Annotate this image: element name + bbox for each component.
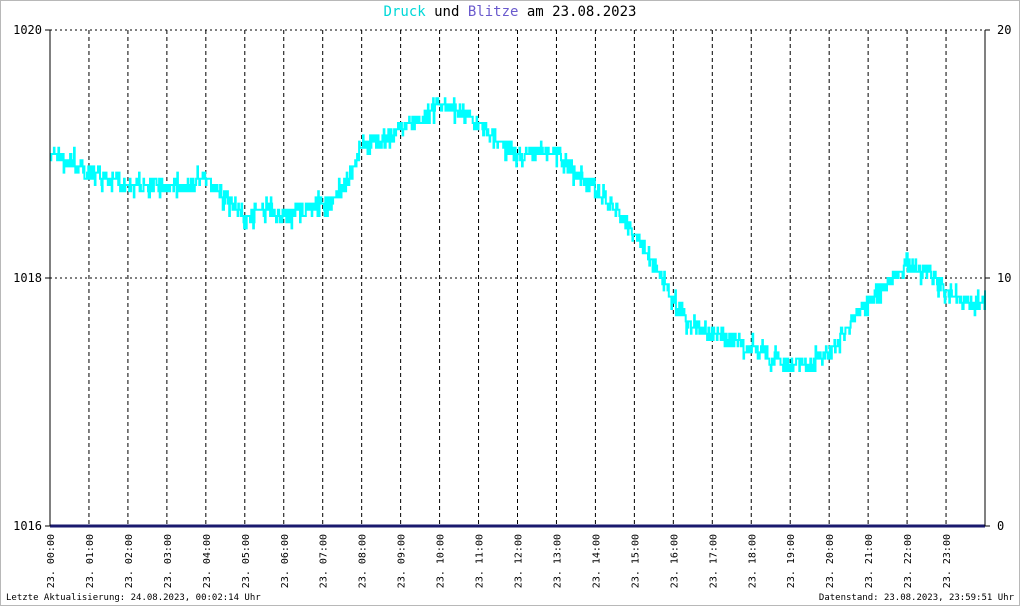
- title-blitze: Blitze: [467, 4, 519, 20]
- x-tick-label: 23. 02:00: [124, 534, 135, 588]
- x-tick-label: 23. 20:00: [825, 534, 836, 588]
- x-tick-label: 23. 13:00: [552, 534, 563, 588]
- x-tick-label: 23. 03:00: [163, 534, 174, 588]
- x-tick-label: 23. 00:00: [46, 534, 57, 588]
- y2-tick-label: 20: [997, 23, 1011, 37]
- data-status-text: Datenstand: 23.08.2023, 23:59:51 Uhr: [818, 593, 1014, 603]
- tick-label-layer: 23. 00:00 23. 01:00 23. 02:00 23. 03:00 23. …: [13, 23, 1011, 588]
- x-tick-label: 23. 11:00: [475, 534, 486, 588]
- title-date: am 23.08.2023: [518, 4, 637, 20]
- x-tick-label: 23. 21:00: [864, 534, 875, 588]
- y2-tick-label: 10: [997, 271, 1011, 285]
- x-tick-label: 23. 07:00: [319, 534, 330, 588]
- x-tick-label: 23. 12:00: [514, 534, 525, 588]
- x-tick-label: 23. 19:00: [786, 534, 797, 588]
- y-tick-label: 1016: [13, 519, 42, 533]
- x-tick-label: 23. 18:00: [747, 534, 758, 588]
- title-und: und: [425, 4, 468, 20]
- x-tick-label: 23. 15:00: [630, 534, 641, 588]
- x-tick-label: 23. 01:00: [85, 534, 96, 588]
- chart-title: Druck und Blitze am 23.08.2023: [0, 4, 1020, 20]
- title-druck: Druck: [383, 4, 426, 20]
- x-tick-label: 23. 23:00: [942, 534, 953, 588]
- y-tick-label: 1018: [13, 271, 42, 285]
- x-tick-label: 23. 16:00: [669, 534, 680, 588]
- series-layer: [49, 97, 986, 528]
- last-update-text: Letzte Aktualisierung: 24.08.2023, 00:02…: [6, 593, 261, 603]
- y2-tick-label: 0: [997, 519, 1004, 533]
- grid-layer: [50, 29, 985, 526]
- axis-layer: [45, 29, 990, 527]
- x-tick-label: 23. 05:00: [241, 534, 252, 588]
- x-tick-label: 23. 06:00: [280, 534, 291, 588]
- x-tick-label: 23. 09:00: [397, 534, 408, 588]
- x-tick-label: 23. 22:00: [903, 534, 914, 588]
- x-tick-label: 23. 14:00: [591, 534, 602, 588]
- y-tick-label: 1020: [13, 23, 42, 37]
- x-tick-label: 23. 17:00: [708, 534, 719, 588]
- series-druck-line: [49, 97, 986, 372]
- x-tick-label: 23. 08:00: [358, 534, 369, 588]
- x-tick-label: 23. 04:00: [202, 534, 213, 588]
- x-tick-label: 23. 10:00: [436, 534, 447, 588]
